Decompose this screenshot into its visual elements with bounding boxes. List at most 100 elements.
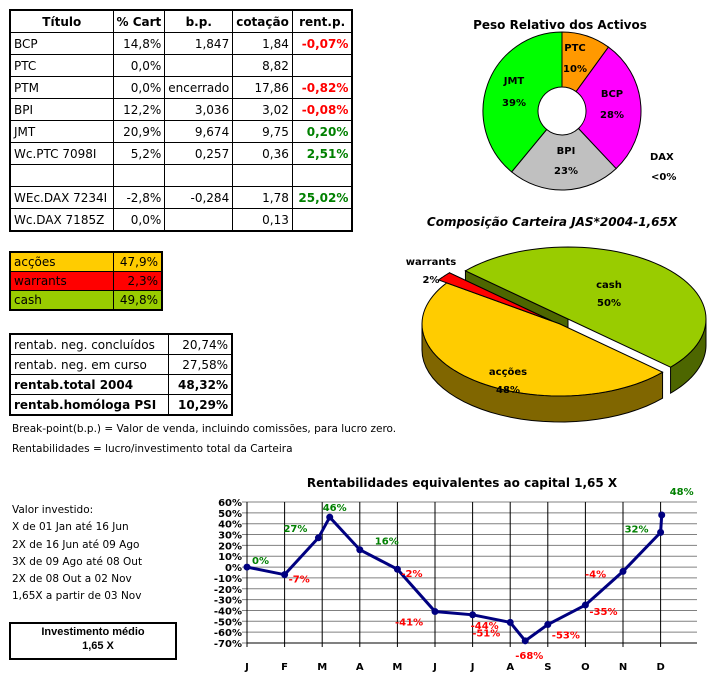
x-tick-label: A	[506, 662, 514, 673]
donut-title: Peso Relativo dos Activos	[473, 18, 647, 32]
pie3d-slice-cash	[464, 246, 707, 368]
cell-cart: 0,0%	[112, 76, 166, 99]
header-bp: b.p.	[164, 9, 234, 33]
data-point	[521, 637, 529, 645]
x-tick-label: O	[581, 662, 590, 673]
line-chart: 60%50%40%30%20%10%0%-10%-20%-30%-40%-50%…	[214, 487, 697, 673]
investment-title: Valor investido:	[12, 504, 94, 516]
data-point	[356, 546, 364, 554]
data-point	[619, 567, 627, 575]
donut-extra-value: <0%	[651, 172, 676, 183]
x-tick-label: M	[392, 662, 402, 673]
data-label: 46%	[323, 503, 347, 514]
returns-label: rentab.homóloga PSI	[9, 394, 169, 416]
investment-line: 1,65X a partir de 03 Nov	[12, 590, 142, 602]
x-tick-label: J	[432, 662, 437, 673]
investment-line: 2X de 08 Out a 02 Nov	[12, 573, 132, 585]
y-tick-label: 10%	[218, 552, 242, 563]
data-point	[326, 513, 334, 521]
returns-value: 10,29%	[167, 394, 233, 416]
x-tick-label: J	[244, 662, 249, 673]
returns-value: 48,32%	[167, 374, 233, 395]
portfolio-table: Título % Cart b.p. cotação rent.p. BCP 14…	[9, 9, 354, 232]
donut-slice-value: 28%	[600, 110, 624, 121]
data-label: 32%	[625, 524, 649, 535]
x-tick-label: N	[619, 662, 627, 673]
donut-slice-jmt	[482, 31, 563, 173]
returns-note: Rentabilidades = lucro/investimento tota…	[12, 443, 293, 455]
data-label: -2%	[401, 569, 422, 580]
average-investment-box: Investimento médio 1,65 X	[9, 622, 177, 660]
cell-cart: 12,2%	[112, 98, 166, 121]
investment-line: 3X de 09 Ago até 08 Out	[12, 556, 143, 568]
data-point	[469, 611, 477, 619]
pie3d-title: Composição Carteira JAS*2004-1,65X	[427, 215, 678, 229]
cell-titulo: Wc.DAX 7185Z	[9, 208, 114, 232]
data-point	[243, 563, 251, 571]
table-row: BCP 14,8% 1,847 1,84 -0,07%	[9, 32, 353, 55]
data-label: -51%	[472, 628, 500, 639]
cell-titulo: JMT	[9, 120, 114, 143]
y-tick-label: -40%	[214, 606, 242, 617]
cell-rent: 2,51%	[291, 142, 353, 165]
returns-row: rentab.total 2004 48,32%	[9, 374, 233, 395]
header-cart: % Cart	[112, 9, 166, 33]
cell-cotacao: 0,13	[232, 208, 293, 232]
data-point	[281, 571, 289, 579]
donut-slice-label: JMT	[503, 76, 525, 87]
composition-label: cash	[9, 290, 114, 311]
returns-row: rentab. neg. em curso 27,58%	[9, 354, 233, 375]
donut-slice-value: 23%	[554, 166, 578, 177]
returns-table: rentab. neg. concluídos 20,74% rentab. neg…	[9, 333, 233, 416]
donut-chart: PTC 10% BCP 28% BPI 23% JMT 39%	[482, 31, 642, 191]
header-rent: rent.p.	[291, 9, 353, 33]
data-label: -7%	[289, 575, 310, 586]
data-label: 27%	[283, 524, 307, 535]
pie3d-value: 2%	[423, 275, 440, 286]
table-row: Wc.DAX 7185Z 0,0% 0,13	[9, 208, 353, 232]
cell-bp: 0,257	[164, 142, 234, 165]
pie3d-label: acções	[489, 367, 527, 378]
cell-rent	[291, 208, 353, 232]
cell-bp: -0,284	[164, 186, 234, 209]
data-label: -53%	[552, 631, 580, 642]
cell-cart: -2,8%	[112, 186, 166, 209]
average-investment-value: 1,65 X	[82, 640, 114, 652]
cell-rent: 0,20%	[291, 120, 353, 143]
average-investment-label: Investimento médio	[41, 626, 145, 638]
data-point	[314, 534, 322, 542]
y-tick-label: 50%	[218, 509, 242, 520]
line-chart-title: Rentabilidades equivalentes ao capital 1…	[307, 476, 618, 490]
x-tick-label: S	[544, 662, 551, 673]
data-label: -44%	[471, 621, 499, 632]
cell-titulo: Wc.PTC 7098I	[9, 142, 114, 165]
donut-slice-value: 39%	[502, 98, 526, 109]
composition-value: 2,3%	[112, 271, 163, 291]
table-header-row: Título % Cart b.p. cotação rent.p.	[9, 9, 353, 33]
pie3d-chart: cash 50% acções 48% warrants 2%	[406, 246, 707, 423]
x-tick-label: A	[356, 662, 364, 673]
returns-value: 27,58%	[167, 354, 233, 375]
table-row: BPI 12,2% 3,036 3,02 -0,08%	[9, 98, 353, 121]
table-row	[9, 164, 353, 187]
data-label: -35%	[589, 607, 617, 618]
returns-label: rentab.total 2004	[9, 374, 169, 395]
pie3d-slice-acções	[421, 282, 664, 397]
pie3d-label: cash	[596, 280, 622, 291]
cell-bp	[164, 208, 234, 232]
data-point	[657, 528, 665, 536]
y-tick-label: -10%	[214, 574, 242, 585]
donut-slice-label: BPI	[557, 146, 576, 157]
donut-slice-label: BCP	[601, 89, 623, 100]
x-tick-label: F	[281, 662, 288, 673]
data-point	[431, 608, 439, 616]
data-label: 0%	[252, 556, 269, 567]
y-tick-label: 20%	[218, 541, 242, 552]
data-label: -41%	[395, 618, 423, 629]
y-tick-label: -50%	[214, 617, 242, 628]
investment-line: X de 01 Jan até 16 Jun	[12, 521, 129, 533]
table-row: PTC 0,0% 8,82	[9, 54, 353, 77]
y-tick-label: -70%	[214, 639, 242, 650]
donut-slice-label: PTC	[564, 43, 586, 54]
